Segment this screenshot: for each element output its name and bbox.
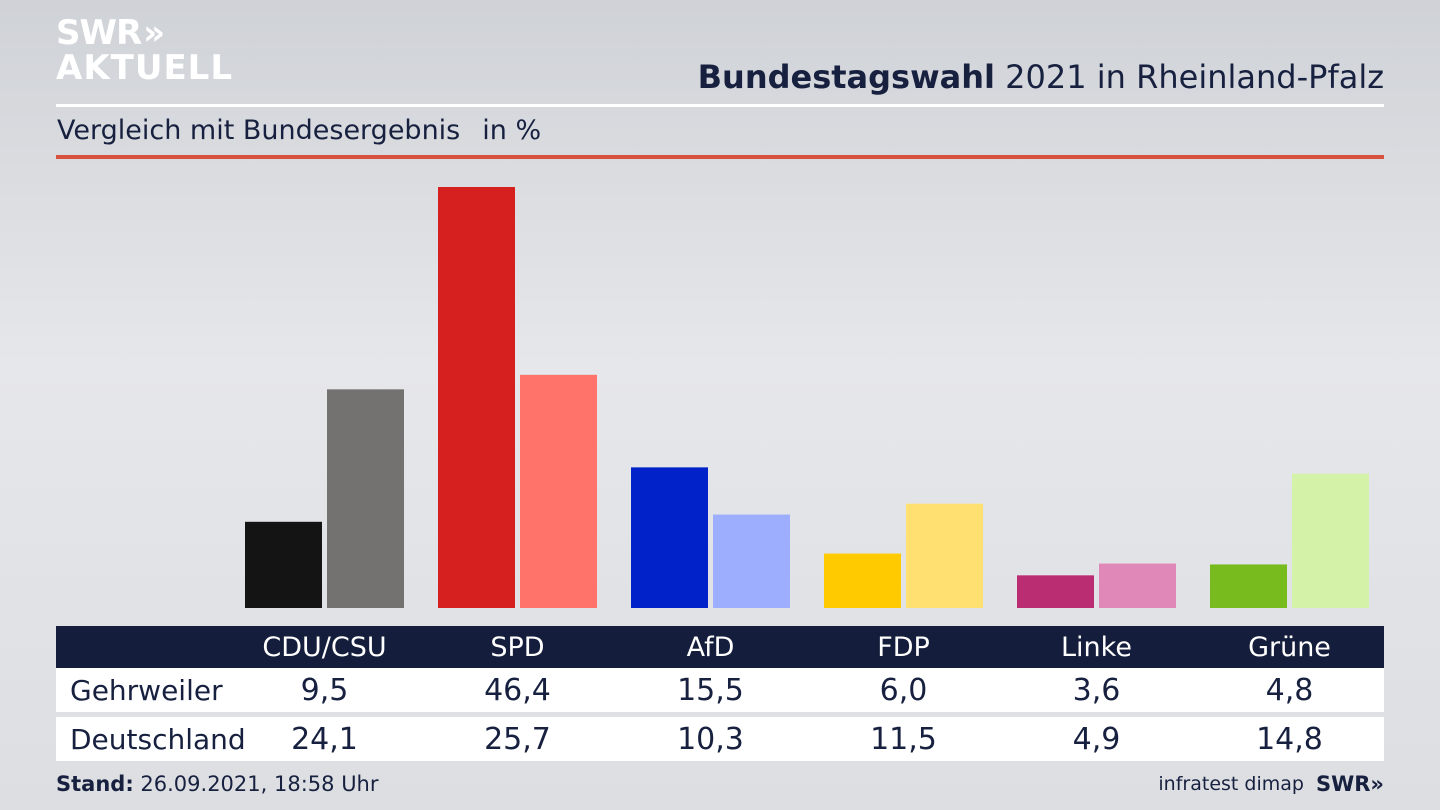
source-credit: infratest dimap SWR» <box>1158 772 1384 796</box>
party-label-cdu-csu: CDU/CSU <box>262 631 387 663</box>
party-label-afd: AfD <box>686 631 735 663</box>
header-divider <box>56 104 1384 107</box>
value-national-spd: 25,7 <box>484 721 551 757</box>
bar-afd-national <box>713 514 790 608</box>
bar-gr-ne-regional <box>1210 564 1287 608</box>
swr-footer-chevron-icon: » <box>1370 772 1384 796</box>
value-regional-afd: 15,5 <box>677 672 744 708</box>
value-regional-gr-ne: 4,8 <box>1265 672 1314 708</box>
bar-linke-national <box>1099 563 1176 608</box>
party-label-linke: Linke <box>1061 631 1132 663</box>
party-label-gr-ne: Grüne <box>1248 631 1331 663</box>
swr-footer-logo: SWR» <box>1316 772 1384 796</box>
subtitle-text: Vergleich mit Bundesergebnis <box>57 115 461 146</box>
page-title: Bundestagswahl 2021 in Rheinland-Pfalz <box>698 58 1384 96</box>
bar-fdp-national <box>906 503 983 608</box>
title-bold: Bundestagswahl <box>697 58 995 96</box>
row-values-regional: 9,5 46,4 15,5 6,0 3,6 4,8 <box>246 668 1384 712</box>
bar-spd-regional <box>438 187 515 608</box>
swr-footer-logo-text: SWR <box>1315 772 1371 796</box>
timestamp: Stand: 26.09.2021, 18:58 Uhr <box>56 772 379 796</box>
stand-label: Stand: <box>56 772 134 796</box>
subtitle-unit: in % <box>482 115 542 146</box>
party-label-spd: SPD <box>490 631 545 663</box>
value-regional-spd: 46,4 <box>484 672 551 708</box>
stand-value: 26.09.2021, 18:58 Uhr <box>140 772 379 796</box>
swr-aktuell-logo: SWR» AKTUELL <box>56 16 233 85</box>
source-text: infratest dimap <box>1158 773 1304 795</box>
table-header-row: CDU/CSU SPD AfD FDP Linke Grüne <box>56 626 1384 668</box>
bar-linke-regional <box>1017 575 1094 608</box>
logo-swr-text: SWR <box>56 13 142 53</box>
bar-afd-regional <box>631 467 708 608</box>
table-row-regional: Gehrweiler 9,5 46,4 15,5 6,0 3,6 4,8 <box>56 668 1384 712</box>
value-regional-fdp: 6,0 <box>879 672 928 708</box>
bar-gr-ne-national <box>1292 473 1369 608</box>
value-national-cdu-csu: 24,1 <box>291 721 358 757</box>
title-rest: 2021 in Rheinland-Pfalz <box>1005 58 1384 96</box>
bar-spd-national <box>520 374 597 608</box>
value-national-gr-ne: 14,8 <box>1256 721 1323 757</box>
accent-divider <box>56 155 1384 159</box>
value-regional-linke: 3,6 <box>1072 672 1121 708</box>
value-regional-cdu-csu: 9,5 <box>300 672 349 708</box>
value-national-linke: 4,9 <box>1072 721 1121 757</box>
row-label-national: Deutschland <box>70 722 246 756</box>
value-national-afd: 10,3 <box>677 721 744 757</box>
row-label-regional: Gehrweiler <box>70 673 223 707</box>
bar-chart <box>245 187 1369 608</box>
bar-fdp-regional <box>824 553 901 608</box>
logo-aktuell-text: AKTUELL <box>56 48 234 88</box>
bar-cdu-csu-national <box>327 389 404 608</box>
value-national-fdp: 11,5 <box>870 721 937 757</box>
row-values-national: 24,1 25,7 10,3 11,5 4,9 14,8 <box>246 717 1384 761</box>
party-label-fdp: FDP <box>877 631 930 663</box>
chart-subtitle: Vergleich mit Bundesergebnis in % <box>57 115 541 146</box>
table-row-national: Deutschland 24,1 25,7 10,3 11,5 4,9 14,8 <box>56 717 1384 761</box>
party-header-cells: CDU/CSU SPD AfD FDP Linke Grüne <box>246 626 1384 668</box>
results-table: CDU/CSU SPD AfD FDP Linke Grüne Gehrweiler 9,… <box>56 626 1384 761</box>
bar-cdu-csu-regional <box>245 521 322 608</box>
